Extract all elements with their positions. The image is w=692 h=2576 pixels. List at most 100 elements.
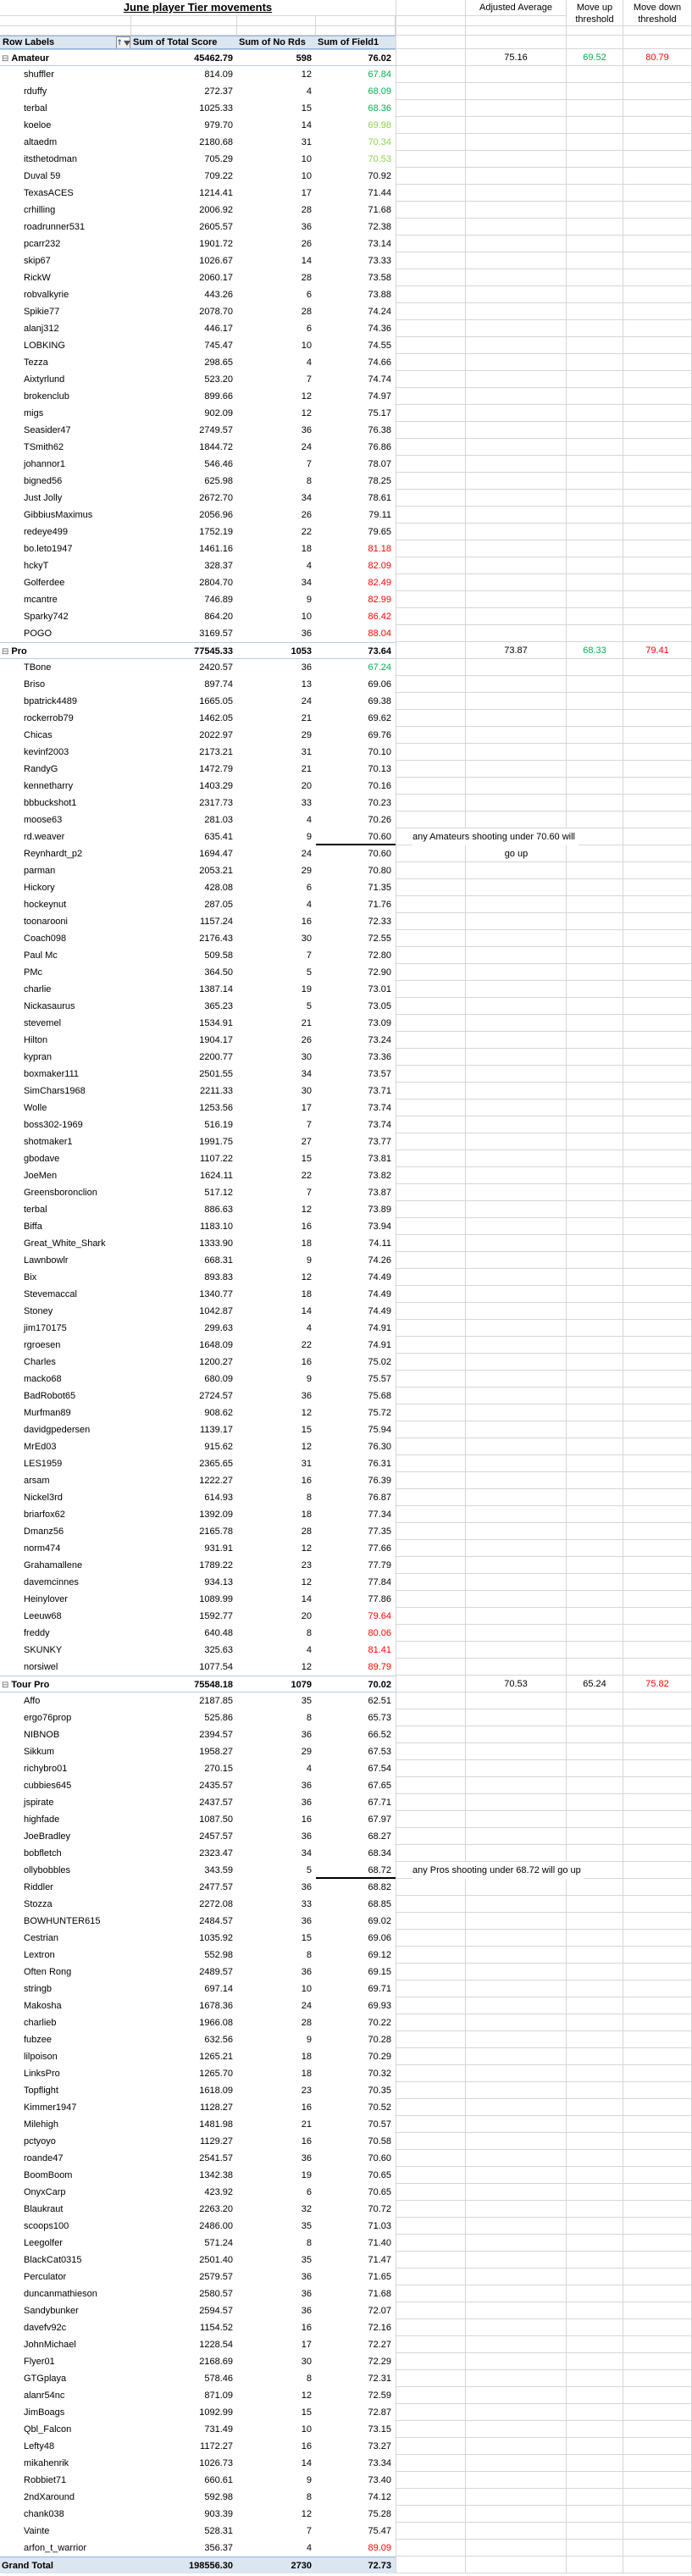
adjusted-average-spacer-cell[interactable] [396,439,466,456]
no-rds-cell[interactable]: 16 [301,1222,312,1232]
adjusted-average-spacer-cell[interactable] [396,608,466,625]
field1-cell[interactable]: 74.26 [368,1255,391,1266]
move-up-threshold-cell[interactable] [567,998,623,1015]
no-rds-cell[interactable]: 36 [301,1967,312,1977]
total-score-cell[interactable]: 298.65 [204,357,233,368]
field1-cell[interactable]: 71.44 [368,188,391,198]
total-score-cell[interactable]: 1789.22 [199,1560,233,1571]
move-down-threshold-cell[interactable] [623,1811,692,1828]
move-up-threshold-cell[interactable] [567,2387,623,2404]
player-name-cell[interactable]: Dmanz56 [24,1526,64,1537]
adjusted-average-spacer-cell[interactable] [396,1625,466,1642]
move-up-threshold-cell[interactable] [567,2150,623,2167]
adjusted-average-spacer-cell[interactable] [396,507,466,524]
adjusted-average-spacer-cell[interactable] [396,1506,466,1523]
adjusted-average-cell[interactable] [466,744,567,761]
player-name-cell[interactable]: hockeynut [24,900,67,910]
total-score-cell[interactable]: 2022.97 [199,730,233,740]
player-name-cell[interactable]: pcarr232 [24,239,61,249]
field1-cell[interactable]: 81.18 [368,544,391,554]
adjusted-average-spacer-cell[interactable] [396,1083,466,1100]
adjusted-average-spacer-cell[interactable] [396,964,466,981]
no-rds-cell[interactable]: 8 [306,2492,312,2502]
player-name-cell[interactable]: jspirate [24,1798,54,1808]
no-rds-cell[interactable]: 6 [306,290,312,300]
field1-cell[interactable]: 69.06 [368,1933,391,1943]
field1-cell[interactable]: 71.47 [368,2255,391,2265]
move-down-threshold-cell[interactable] [623,490,692,507]
field1-cell[interactable]: 73.34 [368,2458,391,2468]
total-score-cell[interactable]: 1618.09 [199,2086,233,2096]
adjusted-average-cell[interactable] [466,2167,567,2184]
field1-cell[interactable]: 69.62 [368,713,391,723]
total-score-cell[interactable]: 2749.57 [199,425,233,435]
total-score-cell[interactable]: 525.86 [204,1713,233,1723]
adjusted-average-cell[interactable] [466,1489,567,1506]
total-score-cell[interactable]: 1026.67 [199,256,233,266]
move-down-threshold-cell[interactable] [623,2523,692,2540]
player-name-cell[interactable]: Makosha [24,2001,62,2011]
total-score-cell[interactable]: 871.09 [204,2390,233,2401]
no-rds-cell[interactable]: 30 [301,1052,312,1062]
no-rds-cell[interactable]: 18 [301,1510,312,1520]
field1-cell[interactable]: 68.82 [368,1882,391,1892]
adjusted-average-spacer-cell[interactable] [396,371,466,388]
player-name-cell[interactable]: Often Rong [24,1967,72,1977]
adjusted-average-spacer-cell[interactable] [396,1726,466,1743]
field1-cell[interactable]: 70.23 [368,798,391,808]
adjusted-average-spacer-cell[interactable] [396,1676,466,1692]
move-up-threshold-cell[interactable] [567,2133,623,2150]
no-rds-cell[interactable]: 5 [306,967,312,978]
cell-blank[interactable] [131,26,237,36]
move-down-threshold-cell[interactable] [623,625,692,642]
total-score-cell[interactable]: 2323.47 [199,1848,233,1859]
player-name-cell[interactable]: RickW [24,273,51,283]
adjusted-average-spacer-cell[interactable] [396,862,466,879]
player-name-cell[interactable]: stevemel [24,1018,62,1028]
player-name-cell[interactable]: terbal [24,1205,47,1215]
move-down-threshold-cell[interactable] [623,1709,692,1726]
total-score-cell[interactable]: 1154.52 [200,2323,233,2333]
no-rds-cell[interactable]: 10 [301,612,312,622]
adjusted-average-cell[interactable] [466,1845,567,1862]
field1-cell[interactable]: 76.30 [368,1442,391,1452]
move-up-threshold-cell[interactable] [567,320,623,337]
adjusted-average-spacer-cell[interactable] [396,1760,466,1777]
player-name-cell[interactable]: arfon_t_warrior [24,2543,86,2553]
move-up-threshold-cell[interactable] [567,896,623,913]
adjusted-average-spacer-cell[interactable] [396,2252,466,2269]
move-down-threshold-cell[interactable] [623,981,692,998]
adjusted-average-cell[interactable] [466,1049,567,1066]
field1-cell[interactable]: 72.73 [368,2561,391,2571]
adjusted-average-cell[interactable] [466,422,567,439]
player-name-cell[interactable]: altaedm [24,137,58,147]
field1-cell[interactable]: 70.16 [368,781,391,791]
field1-cell[interactable]: 76.87 [368,1493,391,1503]
no-rds-cell[interactable]: 36 [301,2272,312,2282]
adjusted-average-cell[interactable]: 73.87 [466,642,567,659]
adjusted-average-cell[interactable] [466,1438,567,1455]
field1-cell[interactable]: 68.85 [368,1899,391,1909]
adjusted-average-cell[interactable] [466,2218,567,2235]
move-up-threshold-cell[interactable] [567,1201,623,1218]
move-up-threshold-cell[interactable] [567,693,623,710]
move-up-threshold-cell[interactable] [567,557,623,574]
move-up-threshold-header[interactable]: Move up threshold [567,0,623,26]
adjusted-average-spacer-cell[interactable] [396,1794,466,1811]
adjusted-average-spacer-cell[interactable] [396,795,466,812]
cell-blank[interactable] [396,26,466,36]
field1-cell[interactable]: 68.27 [368,1831,391,1842]
player-name-cell[interactable]: JoeBradley [24,1831,71,1842]
adjusted-average-spacer-cell[interactable] [396,744,466,761]
no-rds-cell[interactable]: 26 [301,239,312,249]
adjusted-average-spacer-cell[interactable] [396,1286,466,1303]
move-up-threshold-cell[interactable] [567,1862,623,1879]
no-rds-cell[interactable]: 35 [301,2255,312,2265]
move-down-threshold-cell[interactable] [623,2150,692,2167]
no-rds-cell[interactable]: 4 [306,357,312,368]
total-score-cell[interactable]: 1077.54 [199,1662,233,1672]
player-name-cell[interactable]: shuffler [24,69,54,80]
adjusted-average-spacer-cell[interactable] [396,1066,466,1083]
field1-cell[interactable]: 70.53 [368,154,391,164]
adjusted-average-cell[interactable] [466,2252,567,2269]
